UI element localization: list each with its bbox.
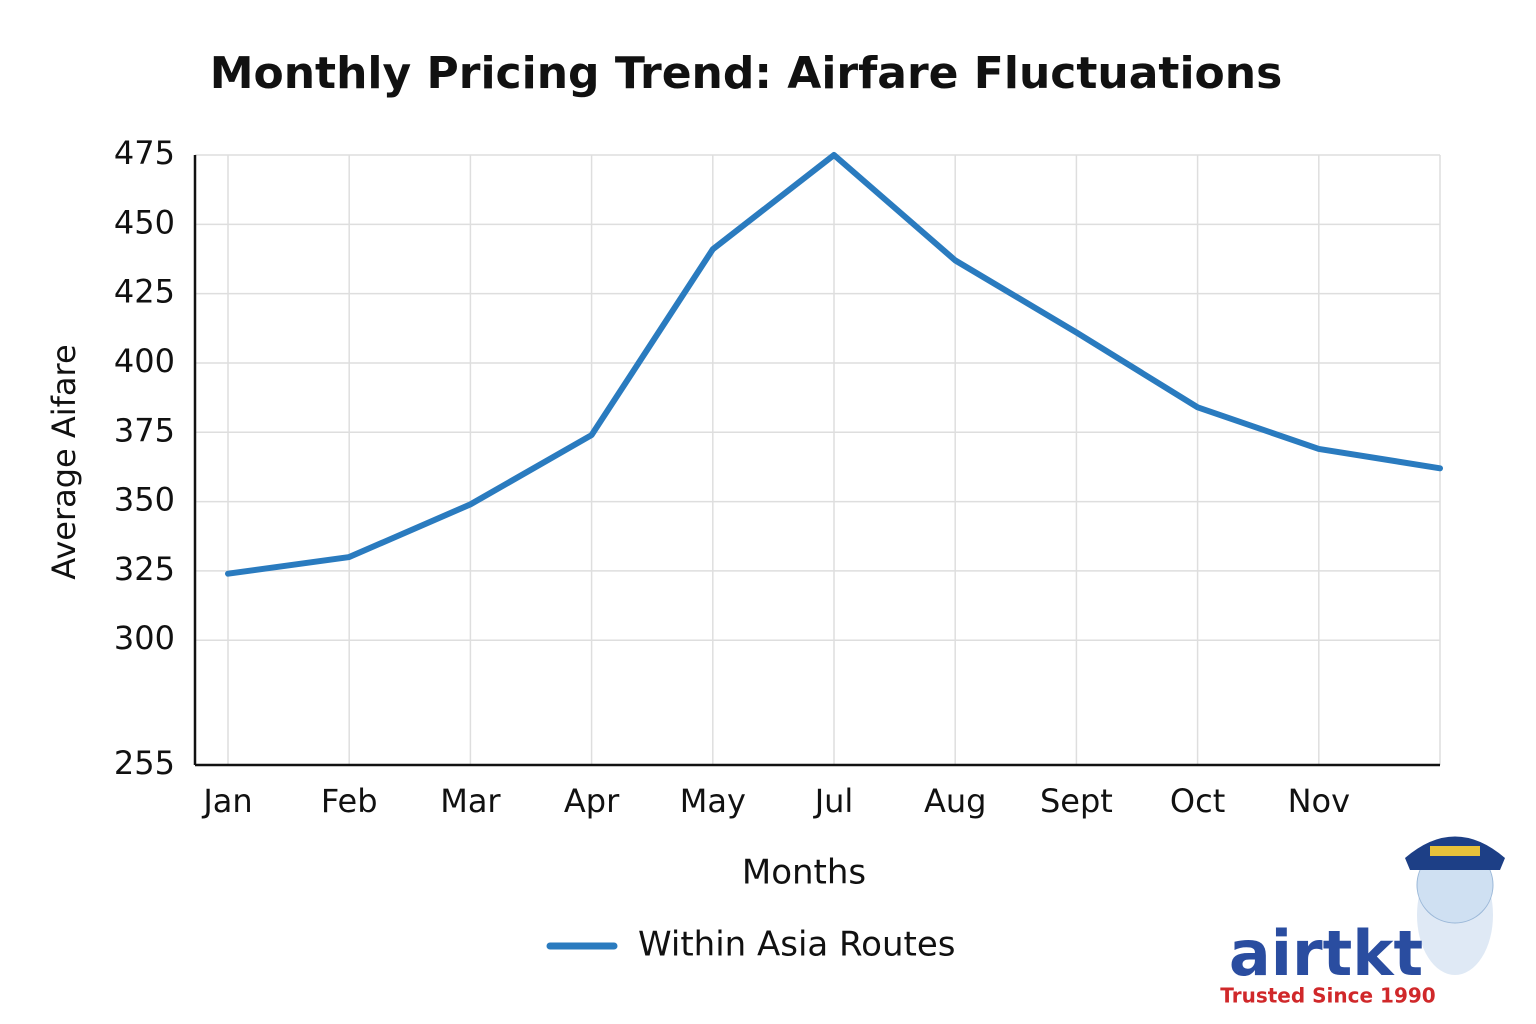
x-tick-label: Nov bbox=[1288, 782, 1350, 820]
x-tick-label: Mar bbox=[440, 782, 501, 820]
data-line bbox=[225, 152, 1443, 577]
legend-label: Within Asia Routes bbox=[638, 925, 955, 965]
logo-brand: airtkt bbox=[1229, 917, 1423, 990]
x-axis-label: Months bbox=[742, 853, 866, 893]
y-tick-label: 425 bbox=[114, 273, 175, 311]
y-tick-label: 350 bbox=[114, 481, 175, 519]
y-tick-label: 450 bbox=[114, 203, 175, 241]
x-tick-label: Feb bbox=[321, 782, 378, 820]
logo: airtkt Trusted Since 1990 bbox=[1220, 836, 1505, 1008]
y-tick-label: 400 bbox=[114, 342, 175, 380]
x-tick-label: Oct bbox=[1170, 782, 1225, 820]
x-tick-label: May bbox=[680, 782, 746, 820]
y-tick-label: 375 bbox=[114, 411, 175, 449]
y-axis-label: Average Aifare bbox=[45, 344, 83, 579]
y-tick-label: 300 bbox=[114, 619, 175, 657]
x-tick-label: Aug bbox=[924, 782, 986, 820]
plot-area: 255 300 325 350 375 400 425 450 475 Jan Feb Mar Apr M… bbox=[114, 134, 1443, 820]
y-tick-label: 325 bbox=[114, 550, 175, 588]
mascot-hat-band bbox=[1430, 846, 1480, 856]
x-tick-label: Jan bbox=[201, 782, 252, 820]
chart-title: Monthly Pricing Trend: Airfare Fluctuati… bbox=[210, 48, 1283, 99]
y-tick-label: 255 bbox=[114, 744, 175, 782]
logo-tagline: Trusted Since 1990 bbox=[1220, 984, 1435, 1008]
x-tick-label: Sept bbox=[1040, 782, 1113, 820]
x-tick-label: Apr bbox=[564, 782, 620, 820]
x-tick-label: Jul bbox=[813, 782, 854, 820]
y-tick-label: 475 bbox=[114, 134, 175, 172]
